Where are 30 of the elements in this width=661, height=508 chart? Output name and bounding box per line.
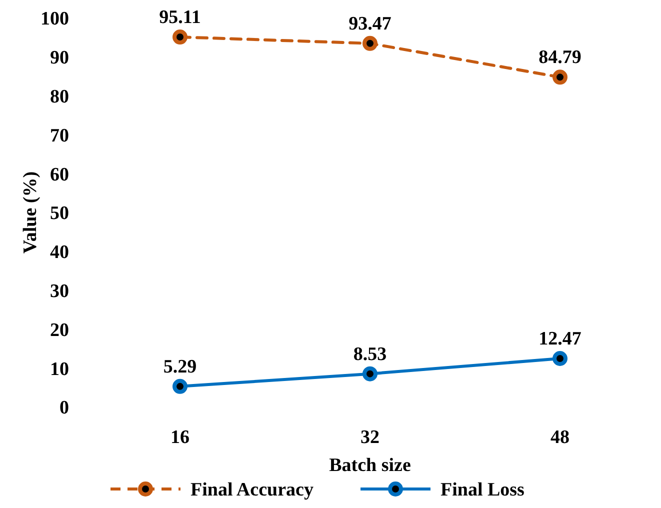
y-tick-label: 100	[40, 8, 69, 30]
y-tick-label: 30	[50, 280, 69, 302]
x-tick-label: 48	[550, 427, 570, 448]
y-tick-label: 10	[50, 358, 69, 380]
x-tick-label: 16	[170, 427, 190, 448]
y-tick-label: 90	[50, 48, 69, 69]
x-tick-label: 32	[360, 427, 380, 448]
y-tick-label: 80	[50, 86, 69, 108]
y-tick-label: 20	[50, 320, 69, 341]
data-label: 5.29	[163, 356, 197, 378]
point	[552, 350, 568, 366]
y-tick-label: 40	[50, 242, 69, 264]
y-tick-label: 70	[50, 125, 69, 146]
y-tick-label: 60	[50, 164, 69, 186]
data-label: 8.53	[353, 344, 387, 365]
data-label: 12.47	[538, 328, 582, 350]
legend-label: Final Loss	[440, 480, 524, 501]
y-tick-label: 0	[60, 398, 69, 419]
point	[552, 70, 568, 85]
y-tick-label: 50	[50, 203, 69, 224]
x-axis-title: Batch size	[329, 455, 411, 476]
y-axis-title: Value (%)	[20, 171, 41, 254]
data-label: 95.11	[159, 7, 201, 28]
point	[362, 36, 378, 51]
point	[172, 378, 188, 394]
point	[362, 366, 378, 382]
legend-label: Final Accuracy	[190, 480, 314, 501]
data-label: 84.79	[538, 47, 582, 68]
data-label: 93.47	[348, 13, 392, 34]
point	[172, 30, 188, 45]
